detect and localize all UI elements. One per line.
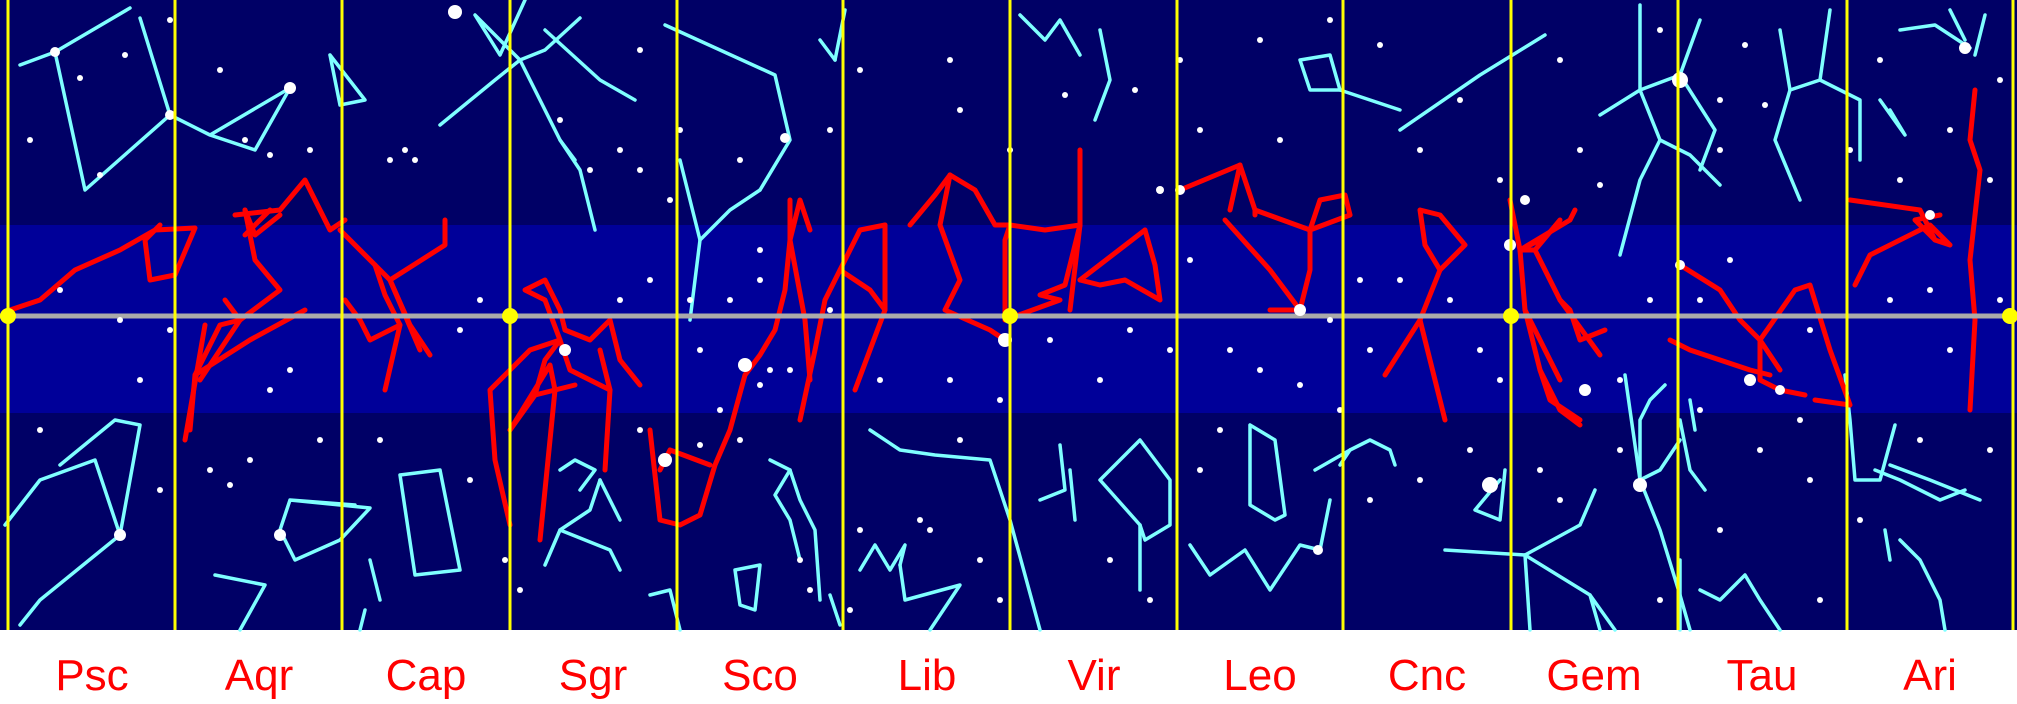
bright-stars [50, 5, 1971, 555]
background-constellations [3, 0, 1987, 632]
label-ari: Ari [1903, 651, 1957, 700]
label-vir: Vir [1068, 651, 1121, 700]
label-sgr: Sgr [559, 651, 627, 700]
ecliptic-marker [0, 308, 16, 324]
label-psc: Psc [55, 651, 128, 700]
ecliptic-marker [1503, 308, 1519, 324]
zodiac-labels: Psc Aqr Cap Sgr Sco Lib Vir Leo Cnc Gem … [55, 651, 1957, 700]
ecliptic-markers [0, 308, 2017, 324]
label-gem: Gem [1546, 651, 1641, 700]
label-cnc: Cnc [1388, 651, 1466, 700]
label-aqr: Aqr [225, 651, 293, 700]
label-tau: Tau [1727, 651, 1798, 700]
label-cap: Cap [386, 651, 467, 700]
ecliptic-marker [502, 308, 518, 324]
ecliptic-marker [2002, 308, 2017, 324]
ecliptic-marker [1002, 308, 1018, 324]
background-stars [27, 17, 2003, 613]
label-sco: Sco [722, 651, 798, 700]
label-leo: Leo [1223, 651, 1296, 700]
label-lib: Lib [898, 651, 957, 700]
